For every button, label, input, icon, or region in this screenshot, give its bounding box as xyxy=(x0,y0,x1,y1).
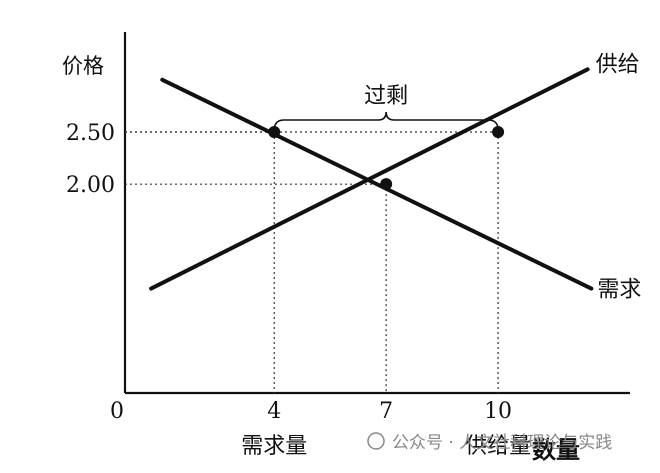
key-point xyxy=(492,125,505,138)
x-tick-label: 10 xyxy=(484,399,512,424)
wechat-icon xyxy=(367,432,385,450)
y-tick-label: 2.00 xyxy=(66,173,115,198)
watermark-text: 公众号 · 人文社科理论与实践 xyxy=(392,433,612,453)
x-sublabel: 需求量 xyxy=(241,434,307,459)
surplus-label: 过剩 xyxy=(364,84,408,109)
demand-label: 需求 xyxy=(597,278,641,303)
key-point xyxy=(380,178,393,191)
x-tick-label: 7 xyxy=(379,399,393,424)
x-tick-label: 4 xyxy=(267,399,281,424)
surplus-bracket xyxy=(273,111,499,131)
key-point xyxy=(268,125,281,138)
x-axis-label: 数量 xyxy=(532,436,580,464)
x-sublabel: 供给量 xyxy=(465,434,531,459)
supply-label: 供给 xyxy=(596,52,640,77)
demand-curve xyxy=(160,77,594,291)
y-axis-label: 价格 xyxy=(62,54,104,78)
x-tick-label: 0 xyxy=(110,399,124,424)
y-tick-label: 2.50 xyxy=(66,121,115,146)
